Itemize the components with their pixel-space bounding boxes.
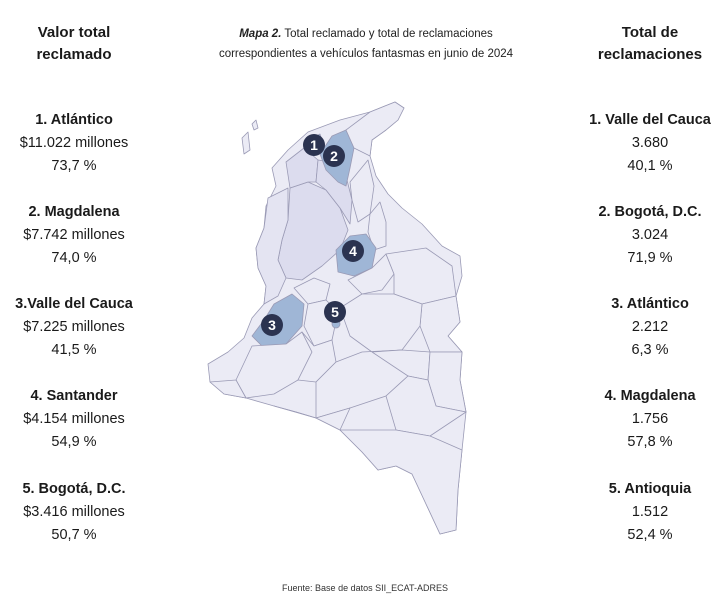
right-column-title: Total de reclamaciones (597, 24, 703, 63)
region-norte-santander (367, 201, 387, 251)
colombia-map: 1 2 3 4 5 (207, 101, 467, 535)
left-entry-4: 4. Santander $4.154 millones 54,9 % (23, 388, 125, 450)
region-meta (339, 293, 423, 353)
island-providencia (251, 119, 259, 131)
region-caldas (293, 277, 331, 305)
left-entry-5: 5. Bogotá, D.C. $3.416 millones 50,7 % (22, 481, 126, 543)
map-marker-2: 2 (323, 145, 345, 167)
left-entry-2: 2. Magdalena $7.742 millones 74,0 % (23, 204, 125, 266)
map-title: Mapa 2. Total reclamado y total de recla… (218, 28, 514, 60)
island-san-andres (241, 131, 251, 155)
right-entry-2: 2. Bogotá, D.C. 3.024 71,9 % (598, 204, 702, 266)
svg-text:3: 3 (268, 317, 276, 333)
right-entry-5: 5. Antioquia 1.512 52,4 % (608, 481, 692, 543)
right-entry-1: 1. Valle del Cauca 3.680 40,1 % (589, 112, 711, 174)
region-narino (209, 379, 247, 399)
svg-text:4: 4 (349, 243, 357, 259)
region-putumayo (273, 405, 351, 431)
right-entry-3: 3. Atlántico 2.212 6,3 % (611, 296, 689, 358)
map-marker-3: 3 (261, 314, 283, 336)
map-marker-4: 4 (342, 240, 364, 262)
map-marker-1: 1 (303, 134, 325, 156)
svg-text:5: 5 (331, 304, 339, 320)
region-la-guajira (345, 101, 405, 157)
left-entry-3: 3.Valle del Cauca $7.225 millones 41,5 % (15, 296, 133, 358)
source-note: Fuente: Base de datos SII_ECAT-ADRES (282, 583, 448, 593)
region-vichada (419, 295, 463, 353)
map-marker-5: 5 (324, 301, 346, 323)
svg-text:1: 1 (310, 137, 318, 153)
right-entry-4: 4. Magdalena 1.756 57,8 % (604, 388, 696, 450)
region-amazonas (339, 429, 463, 535)
svg-text:2: 2 (330, 148, 338, 164)
left-column-title: Valor total reclamado (36, 24, 112, 63)
region-choco (255, 187, 289, 305)
left-entry-1: 1. Atlántico $11.022 millones 73,7 % (19, 112, 129, 174)
